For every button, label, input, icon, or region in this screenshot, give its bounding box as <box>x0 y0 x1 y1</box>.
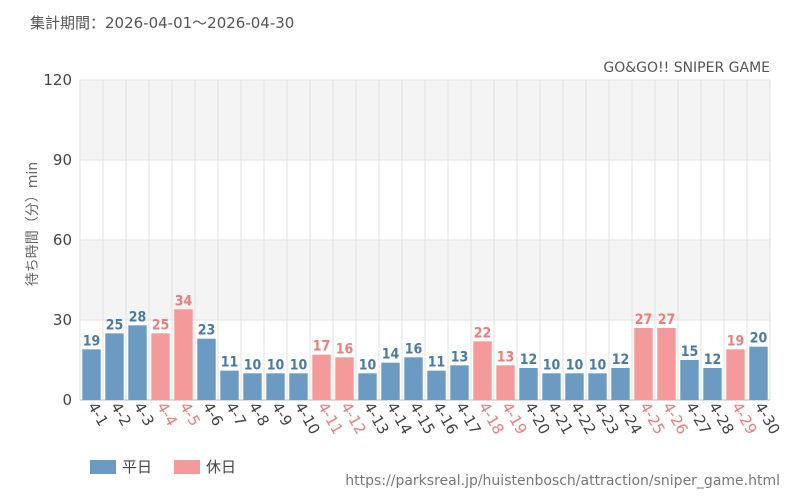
bar-value-label: 20 <box>750 331 768 347</box>
legend-swatch-weekday <box>90 459 116 474</box>
bar <box>197 338 216 400</box>
bar-value-label: 12 <box>704 352 722 368</box>
x-tick-label: 4-30 <box>751 399 784 437</box>
bar <box>473 341 492 400</box>
y-tick-label: 90 <box>53 151 72 169</box>
bar <box>289 373 308 400</box>
bar <box>680 360 699 400</box>
bar-value-label: 12 <box>612 352 630 368</box>
bar <box>588 373 607 400</box>
bar-value-label: 19 <box>727 333 745 349</box>
bar <box>82 349 101 400</box>
bar <box>519 368 538 400</box>
bar-value-label: 10 <box>359 357 377 373</box>
x-tick-label: 4-8 <box>245 399 273 429</box>
bar <box>634 328 653 400</box>
legend-item-holiday: 休日 <box>174 456 236 477</box>
x-tick-label: 4-4 <box>153 399 181 429</box>
bar <box>312 354 331 400</box>
bar-value-label: 14 <box>382 347 400 363</box>
bar-value-label: 34 <box>175 293 193 309</box>
x-tick-label: 4-9 <box>268 399 296 429</box>
bar-value-label: 16 <box>405 341 423 357</box>
bar <box>266 373 285 400</box>
bar-value-label: 11 <box>428 355 446 371</box>
bar-value-label: 10 <box>267 357 285 373</box>
legend-swatch-holiday <box>174 459 201 474</box>
y-tick-label: 0 <box>62 391 72 409</box>
bar <box>243 373 262 400</box>
bar-value-label: 28 <box>129 309 147 325</box>
legend: 平日 休日 <box>90 456 258 477</box>
bar-value-label: 15 <box>681 344 699 360</box>
legend-label-holiday: 休日 <box>206 458 237 476</box>
source-url: https://parksreal.jp/huistenbosch/attrac… <box>345 473 780 489</box>
y-tick-label: 30 <box>53 311 72 329</box>
bar <box>404 357 423 400</box>
period-label: 集計期間：2026-04-01～2026-04-30 <box>30 14 295 32</box>
bar <box>427 370 446 400</box>
bar-value-label: 25 <box>152 317 170 333</box>
bar <box>611 368 630 400</box>
x-tick-label: 4-7 <box>222 399 250 429</box>
bar <box>657 328 676 400</box>
bar <box>542 373 561 400</box>
y-tick-label: 120 <box>43 71 72 89</box>
x-tick-label: 4-5 <box>176 399 204 429</box>
bar-value-label: 11 <box>221 355 239 371</box>
bar <box>496 365 515 400</box>
bar <box>335 357 354 400</box>
bar <box>726 349 745 400</box>
bar <box>565 373 584 400</box>
bar <box>174 309 193 400</box>
bar-value-label: 10 <box>244 357 262 373</box>
attraction-name: GO&GO!! SNIPER GAME <box>603 60 770 76</box>
x-tick-label: 4-2 <box>107 399 135 429</box>
bar-value-label: 10 <box>290 357 308 373</box>
bar-value-label: 17 <box>313 339 331 355</box>
bar <box>381 362 400 400</box>
x-tick-label: 4-6 <box>199 399 227 429</box>
bar-value-label: 22 <box>474 325 492 341</box>
bar-value-label: 25 <box>106 317 124 333</box>
bar-value-label: 27 <box>658 312 676 328</box>
bar <box>450 365 469 400</box>
bar-value-label: 16 <box>336 341 354 357</box>
bar-value-label: 19 <box>83 333 101 349</box>
y-tick-label: 60 <box>53 231 72 249</box>
bar <box>128 325 147 400</box>
bar <box>749 346 768 400</box>
x-tick-label: 4-3 <box>130 399 158 429</box>
bar-value-label: 27 <box>635 312 653 328</box>
bar-value-label: 13 <box>451 349 469 365</box>
bar-value-label: 10 <box>543 357 561 373</box>
bar-value-label: 12 <box>520 352 538 368</box>
x-tick-label: 4-1 <box>84 399 112 429</box>
bar <box>151 333 170 400</box>
bar-value-label: 23 <box>198 323 216 339</box>
legend-label-weekday: 平日 <box>122 458 153 476</box>
bar <box>358 373 377 400</box>
bar <box>220 370 239 400</box>
bar <box>703 368 722 400</box>
legend-item-weekday: 平日 <box>90 456 152 477</box>
wait-time-bar-chart: 0 30 60 90 120 19 4-1 25 4-2 28 4-3 25 4-4 34 4-5 23 4-6… <box>43 71 784 437</box>
bar-value-label: 13 <box>497 349 515 365</box>
bar-value-label: 10 <box>589 357 607 373</box>
bar <box>105 333 124 400</box>
bar-value-label: 10 <box>566 357 584 373</box>
